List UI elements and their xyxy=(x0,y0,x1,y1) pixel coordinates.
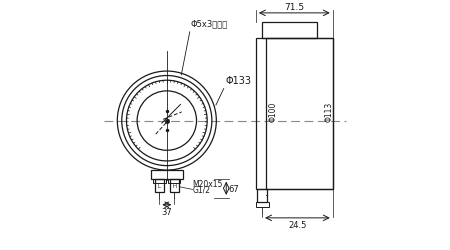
Bar xyxy=(155,179,164,192)
Text: 71.5: 71.5 xyxy=(284,3,304,12)
Text: H: H xyxy=(172,183,176,188)
Text: G1/2: G1/2 xyxy=(193,184,211,193)
Text: M20x15: M20x15 xyxy=(193,180,223,188)
Bar xyxy=(256,38,333,189)
Text: 67: 67 xyxy=(228,184,239,193)
Text: L: L xyxy=(158,183,161,188)
Text: Φ113: Φ113 xyxy=(324,101,333,121)
Bar xyxy=(168,179,180,184)
Text: Φ100: Φ100 xyxy=(269,101,278,121)
Bar xyxy=(256,202,269,207)
Bar xyxy=(261,22,317,38)
Text: 37: 37 xyxy=(162,207,172,216)
Bar xyxy=(151,170,183,179)
Bar xyxy=(266,38,333,189)
Bar xyxy=(153,179,166,184)
Bar xyxy=(170,179,179,192)
Text: Φ5x3孔均布: Φ5x3孔均布 xyxy=(191,20,228,28)
Bar xyxy=(257,189,267,202)
Text: 24.5: 24.5 xyxy=(288,220,306,229)
Text: Φ133: Φ133 xyxy=(225,75,252,85)
